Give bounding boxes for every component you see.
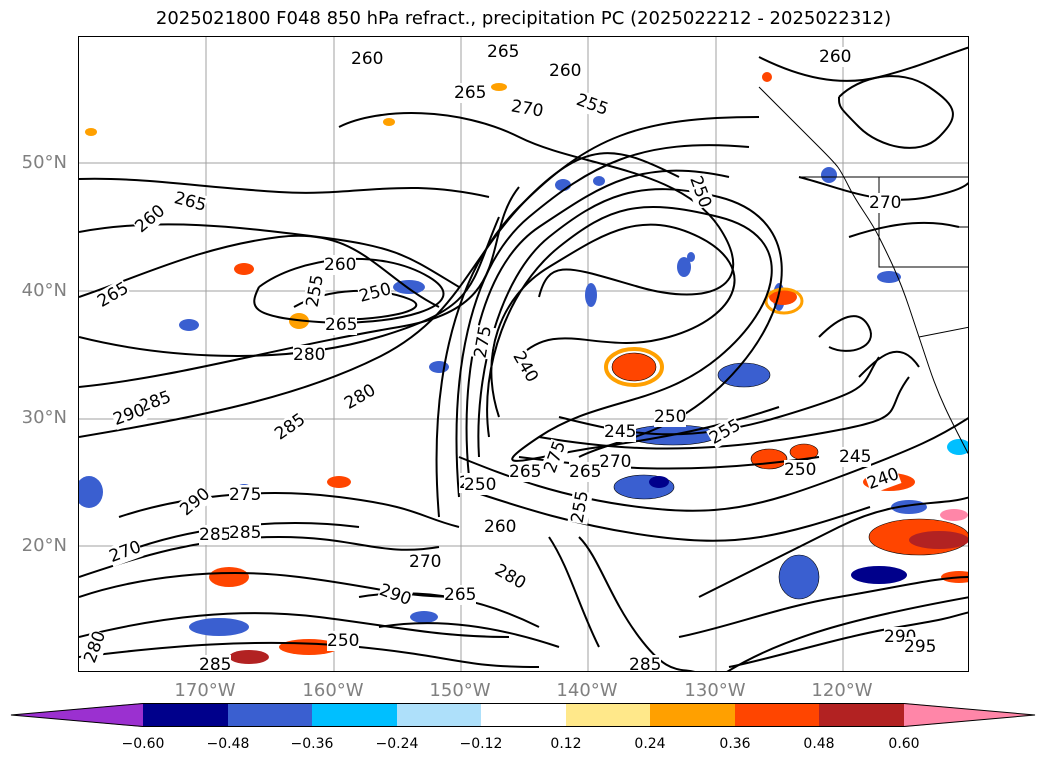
contour-label: 260 [819,47,852,67]
map-title: 2025021800 F048 850 hPa refract., precip… [155,8,892,29]
contour-label: 260 [351,49,384,69]
colorbar-tick: −0.24 [375,736,419,752]
colorbar-segment [735,703,819,727]
colorbar-segment [228,703,312,727]
contour-label: 285 [629,655,662,671]
colorbar-segment [904,703,1036,727]
colorbar [10,703,1036,727]
colorbar-segment [566,703,650,727]
contour-label: 275 [229,485,262,505]
contour-label: 260 [549,61,582,81]
contour-label: 260 [324,255,357,275]
colorbar-segment [143,703,228,727]
colorbar-tick: −0.36 [290,736,334,752]
colorbar-segment [10,703,143,727]
contour-label: 285 [199,525,232,545]
colorbar-tick: −0.60 [121,736,165,752]
lat-label-50n: 50°N [21,152,67,173]
contour-label: 270 [409,552,442,572]
colorbar-segment [397,703,481,727]
colorbar-tick: 0.48 [803,736,835,752]
contour-label: 285 [229,523,262,543]
contour-label: 265 [569,462,602,482]
colorbar-outline [10,703,1036,727]
colorbar-segment [481,703,566,727]
contour-label: 280 [293,345,326,365]
lat-label-20n: 20°N [21,535,67,556]
lon-label-150w: 150°W [429,680,491,701]
contour-label: 245 [604,422,637,442]
colorbar-tick: 0.12 [550,736,582,752]
contour-label: 295 [904,637,937,657]
lon-label-140w: 140°W [556,680,618,701]
lon-label-160w: 160°W [302,680,364,701]
contour-label: 265 [444,585,477,605]
colorbar-tick: 0.36 [719,736,751,752]
colorbar-tick: −0.12 [459,736,503,752]
lon-label-120w: 120°W [811,680,873,701]
contour-label: 265 [454,83,487,103]
lat-label-30n: 30°N [21,407,67,428]
contour-label: 265 [325,315,358,335]
contour-label: 250 [327,631,360,651]
contour-label: 245 [839,447,872,467]
colorbar-segment [819,703,904,727]
lon-label-170w: 170°W [174,680,236,701]
coastlines [758,86,968,455]
map-panel: 265 260 270 255 260 250 265 265 260 265 … [78,36,969,672]
contour-label: 270 [869,193,902,213]
contour-label: 285 [199,655,232,671]
contour-label: 265 [509,462,542,482]
contour-label: 265 [487,42,520,62]
contour-label: 250 [654,407,687,427]
colorbar-segment [650,703,735,727]
colorbar-tick: 0.24 [634,736,666,752]
contour-label: 270 [599,452,632,472]
colorbar-tick: 0.60 [888,736,920,752]
contour-label: 250 [464,475,497,495]
colorbar-tick: −0.48 [206,736,250,752]
lat-label-40n: 40°N [21,280,67,301]
colorbar-segment [312,703,397,727]
contour-label: 260 [484,517,517,537]
contour-label: 250 [784,460,817,480]
lon-label-130w: 130°W [684,680,746,701]
